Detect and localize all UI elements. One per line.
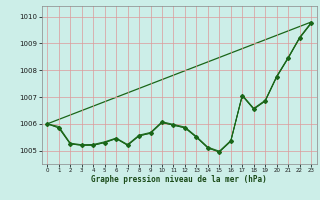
X-axis label: Graphe pression niveau de la mer (hPa): Graphe pression niveau de la mer (hPa) bbox=[91, 175, 267, 184]
